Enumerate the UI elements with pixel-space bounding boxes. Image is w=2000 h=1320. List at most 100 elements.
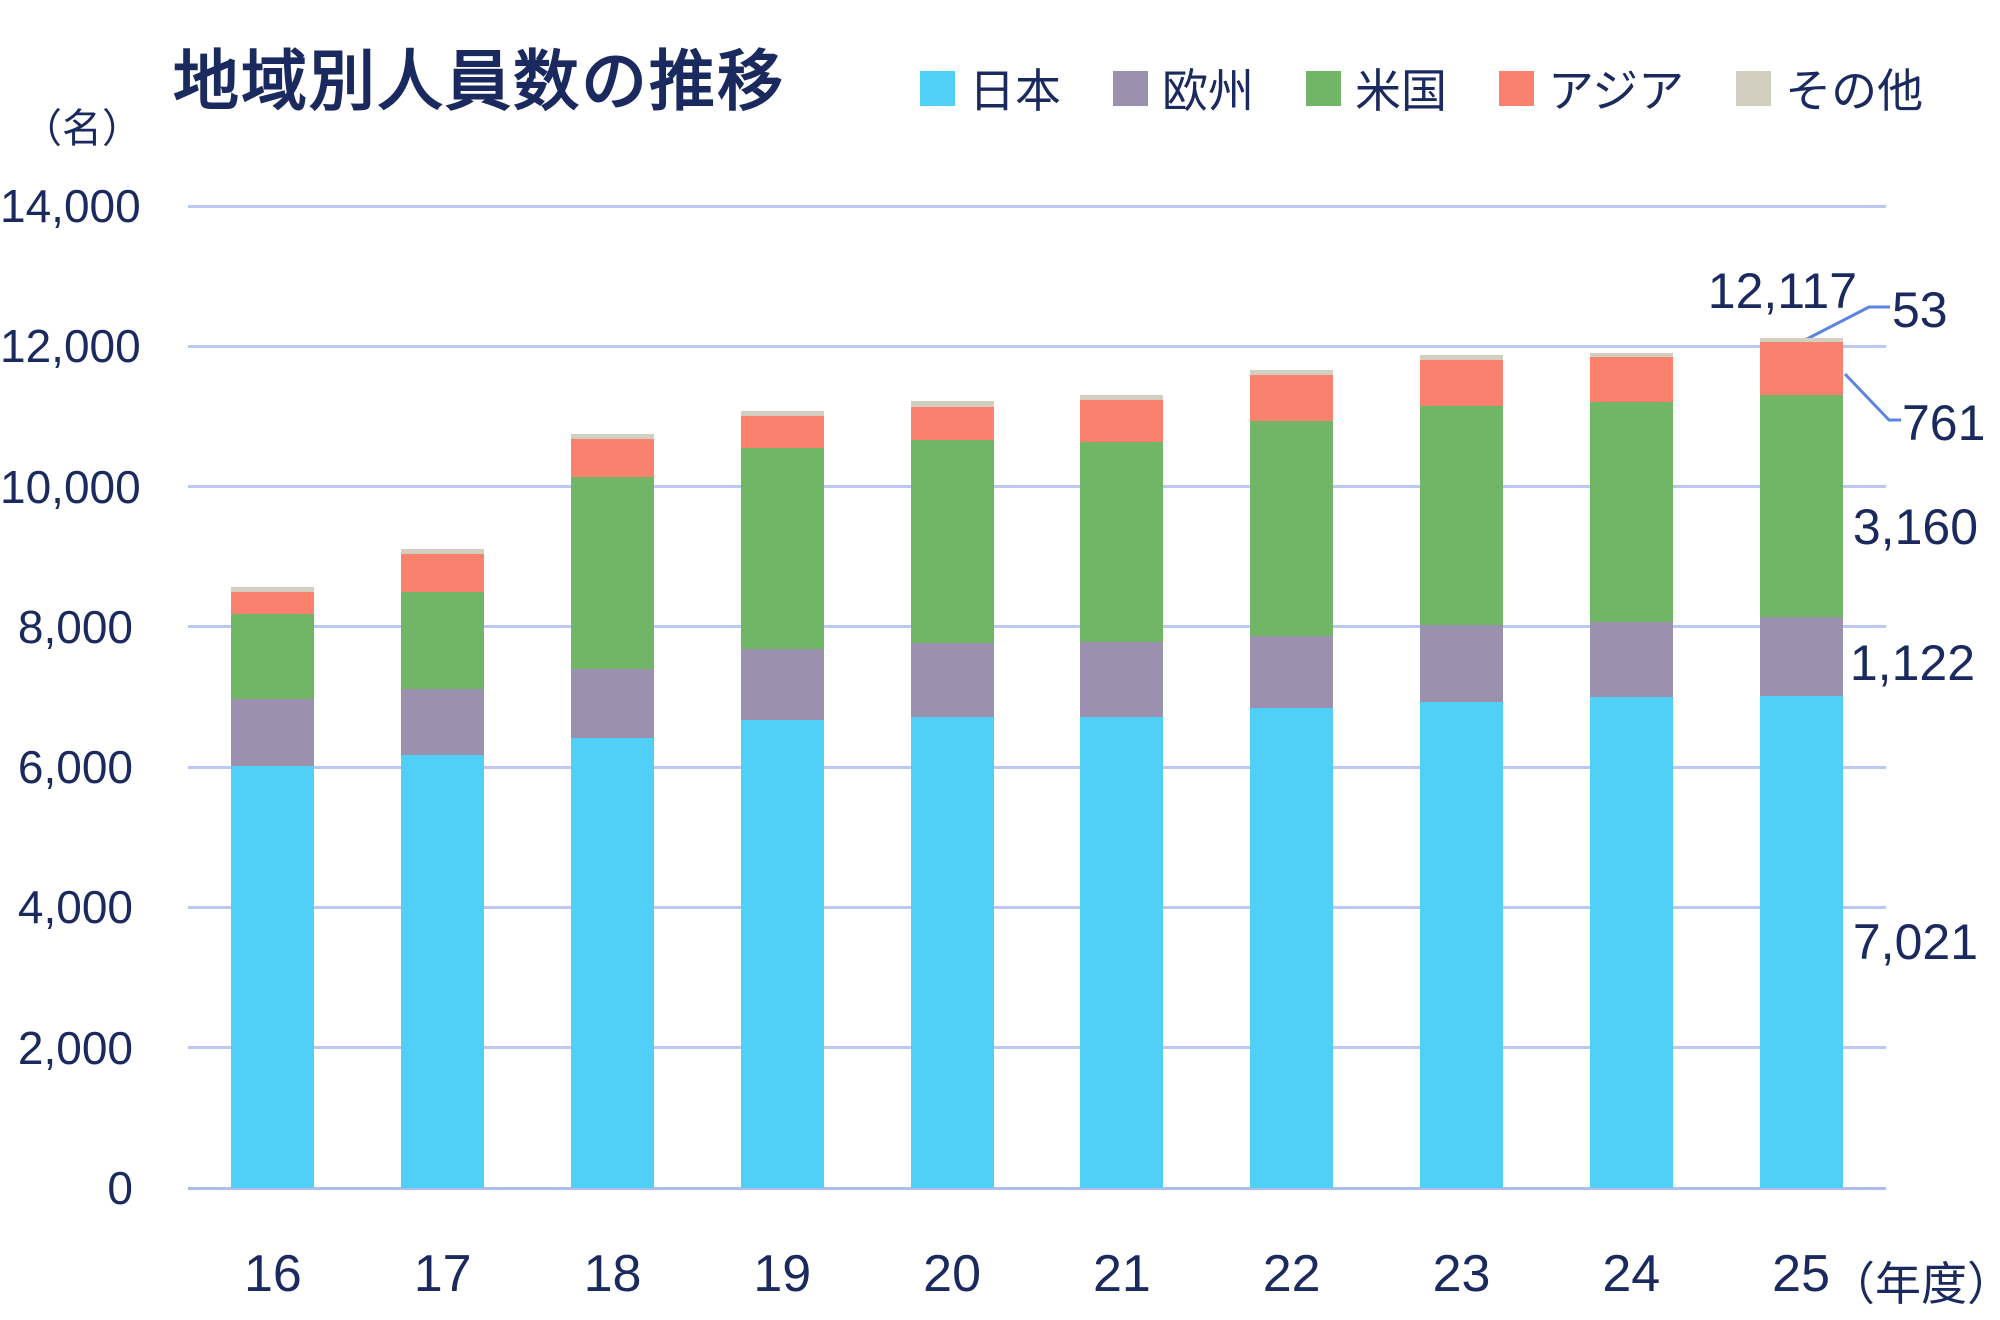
x-tick-label-22: 22 [1262, 1245, 1321, 1303]
bar-segment-22-日本[interactable] [1250, 707, 1334, 1188]
bar-segment-22-欧州[interactable] [1250, 636, 1334, 708]
bar-segment-18-アジア[interactable] [571, 438, 654, 477]
bar-segment-25-欧州[interactable] [1759, 616, 1843, 696]
gridline-4,000 [188, 905, 1886, 909]
legend-label-アジア: アジア [1548, 65, 1685, 117]
bar-segment-20-米国[interactable] [910, 439, 994, 643]
bar-segment-24-米国[interactable] [1589, 401, 1673, 623]
x-tick-label-23: 23 [1432, 1245, 1491, 1303]
data-label-other-25: 53 [1892, 282, 1948, 338]
legend-swatch-日本 [920, 70, 955, 106]
y-tick-label-0: 0 [107, 1162, 133, 1214]
bar-segment-19-欧州[interactable] [740, 649, 824, 721]
bar-segment-18-その他[interactable] [571, 434, 654, 439]
bar-segment-20-日本[interactable] [910, 716, 994, 1188]
bar-24[interactable] [1589, 352, 1673, 1188]
bar-segment-23-日本[interactable] [1420, 701, 1503, 1188]
legend: 日本 欧州 米国 アジア その他 [920, 56, 1923, 120]
gridline-6,000 [188, 765, 1886, 769]
legend-label-欧州: 欧州 [1162, 65, 1254, 117]
bar-segment-18-日本[interactable] [571, 738, 654, 1188]
bar-segment-19-その他[interactable] [740, 410, 824, 416]
chart-title: 地域別人員数の推移 [173, 44, 785, 118]
data-label-japan-25: 7,021 [1852, 914, 1978, 970]
legend-item-その他[interactable]: その他 [1736, 55, 1923, 121]
legend-item-欧州[interactable]: 欧州 [1113, 55, 1254, 121]
bar-segment-16-日本[interactable] [231, 765, 315, 1188]
bar-segment-20-欧州[interactable] [910, 642, 994, 717]
gridline-8,000 [188, 625, 1886, 629]
x-tick-label-25: 25 [1772, 1245, 1831, 1303]
legend-item-日本[interactable]: 日本 [920, 55, 1061, 121]
bar-segment-22-米国[interactable] [1250, 421, 1334, 636]
bar-segment-17-日本[interactable] [401, 754, 485, 1188]
bar-segment-23-アジア[interactable] [1420, 359, 1503, 406]
bar-segment-16-アジア[interactable] [231, 592, 315, 614]
bar-segment-25-米国[interactable] [1759, 395, 1843, 617]
data-label-asia-25: 761 [1902, 395, 1986, 451]
bar-segment-24-アジア[interactable] [1589, 356, 1673, 402]
bar-segment-25-日本[interactable] [1759, 695, 1843, 1188]
bar-19[interactable] [740, 410, 824, 1188]
bar-segment-17-欧州[interactable] [401, 688, 485, 755]
x-axis-line [188, 1186, 1886, 1190]
bar-segment-24-その他[interactable] [1589, 352, 1673, 357]
bar-18[interactable] [571, 434, 654, 1188]
bar-segment-21-米国[interactable] [1080, 441, 1164, 642]
bar-segment-16-米国[interactable] [231, 613, 315, 700]
bar-segment-20-その他[interactable] [910, 401, 994, 407]
legend-swatch-米国 [1306, 70, 1341, 106]
gridline-12,000 [188, 344, 1886, 348]
gridline-10,000 [188, 485, 1886, 489]
x-tick-label-16: 16 [243, 1245, 302, 1303]
bar-segment-21-アジア[interactable] [1080, 399, 1164, 442]
y-tick-label-14,000: 14,000 [0, 180, 141, 232]
bar-segment-19-アジア[interactable] [740, 415, 824, 449]
bar-segment-19-米国[interactable] [740, 448, 824, 650]
data-label-europe-25: 1,122 [1849, 635, 1975, 691]
x-tick-label-18: 18 [583, 1245, 642, 1303]
bar-25[interactable] [1759, 338, 1843, 1188]
x-tick-label-20: 20 [923, 1245, 982, 1303]
bar-segment-19-日本[interactable] [740, 720, 824, 1188]
bar-segment-21-その他[interactable] [1080, 395, 1164, 400]
bar-20[interactable] [910, 401, 994, 1188]
bar-16[interactable] [231, 586, 315, 1188]
bar-segment-23-米国[interactable] [1420, 405, 1503, 626]
legend-label-米国: 米国 [1355, 65, 1447, 117]
legend-swatch-欧州 [1113, 70, 1148, 106]
bar-segment-17-米国[interactable] [401, 592, 485, 689]
bar-segment-25-アジア[interactable] [1759, 341, 1843, 396]
legend-item-アジア[interactable]: アジア [1499, 55, 1684, 121]
legend-item-米国[interactable]: 米国 [1306, 55, 1447, 121]
bar-segment-16-その他[interactable] [231, 586, 315, 593]
bar-segment-24-日本[interactable] [1589, 697, 1673, 1188]
bar-segment-21-欧州[interactable] [1080, 641, 1164, 718]
legend-swatch-その他 [1736, 70, 1772, 106]
bar-17[interactable] [401, 549, 485, 1188]
bar-23[interactable] [1420, 355, 1503, 1188]
bar-segment-21-日本[interactable] [1080, 717, 1164, 1188]
bar-segment-22-その他[interactable] [1250, 369, 1334, 376]
bar-segment-22-アジア[interactable] [1250, 375, 1334, 421]
bar-segment-17-アジア[interactable] [401, 553, 485, 593]
bar-segment-18-米国[interactable] [571, 476, 654, 670]
bar-segment-16-欧州[interactable] [231, 699, 315, 766]
x-tick-label-21: 21 [1092, 1245, 1151, 1303]
bar-segment-25-その他[interactable] [1759, 338, 1843, 342]
bar-segment-17-その他[interactable] [401, 549, 485, 554]
bar-segment-18-欧州[interactable] [571, 669, 654, 739]
bar-segment-20-アジア[interactable] [910, 406, 994, 440]
plot-area [188, 204, 1886, 1190]
x-axis-unit-label: （年度） [1829, 1258, 2000, 1310]
bar-21[interactable] [1080, 395, 1164, 1188]
bar-segment-23-欧州[interactable] [1420, 625, 1503, 702]
bar-segment-23-その他[interactable] [1420, 355, 1503, 360]
data-label-us-25: 3,160 [1852, 499, 1978, 555]
x-tick-label-24: 24 [1602, 1245, 1661, 1303]
y-tick-label-12,000: 12,000 [0, 320, 141, 373]
bar-22[interactable] [1250, 369, 1334, 1188]
bar-segment-24-欧州[interactable] [1589, 622, 1673, 698]
x-tick-label-19: 19 [753, 1245, 812, 1303]
